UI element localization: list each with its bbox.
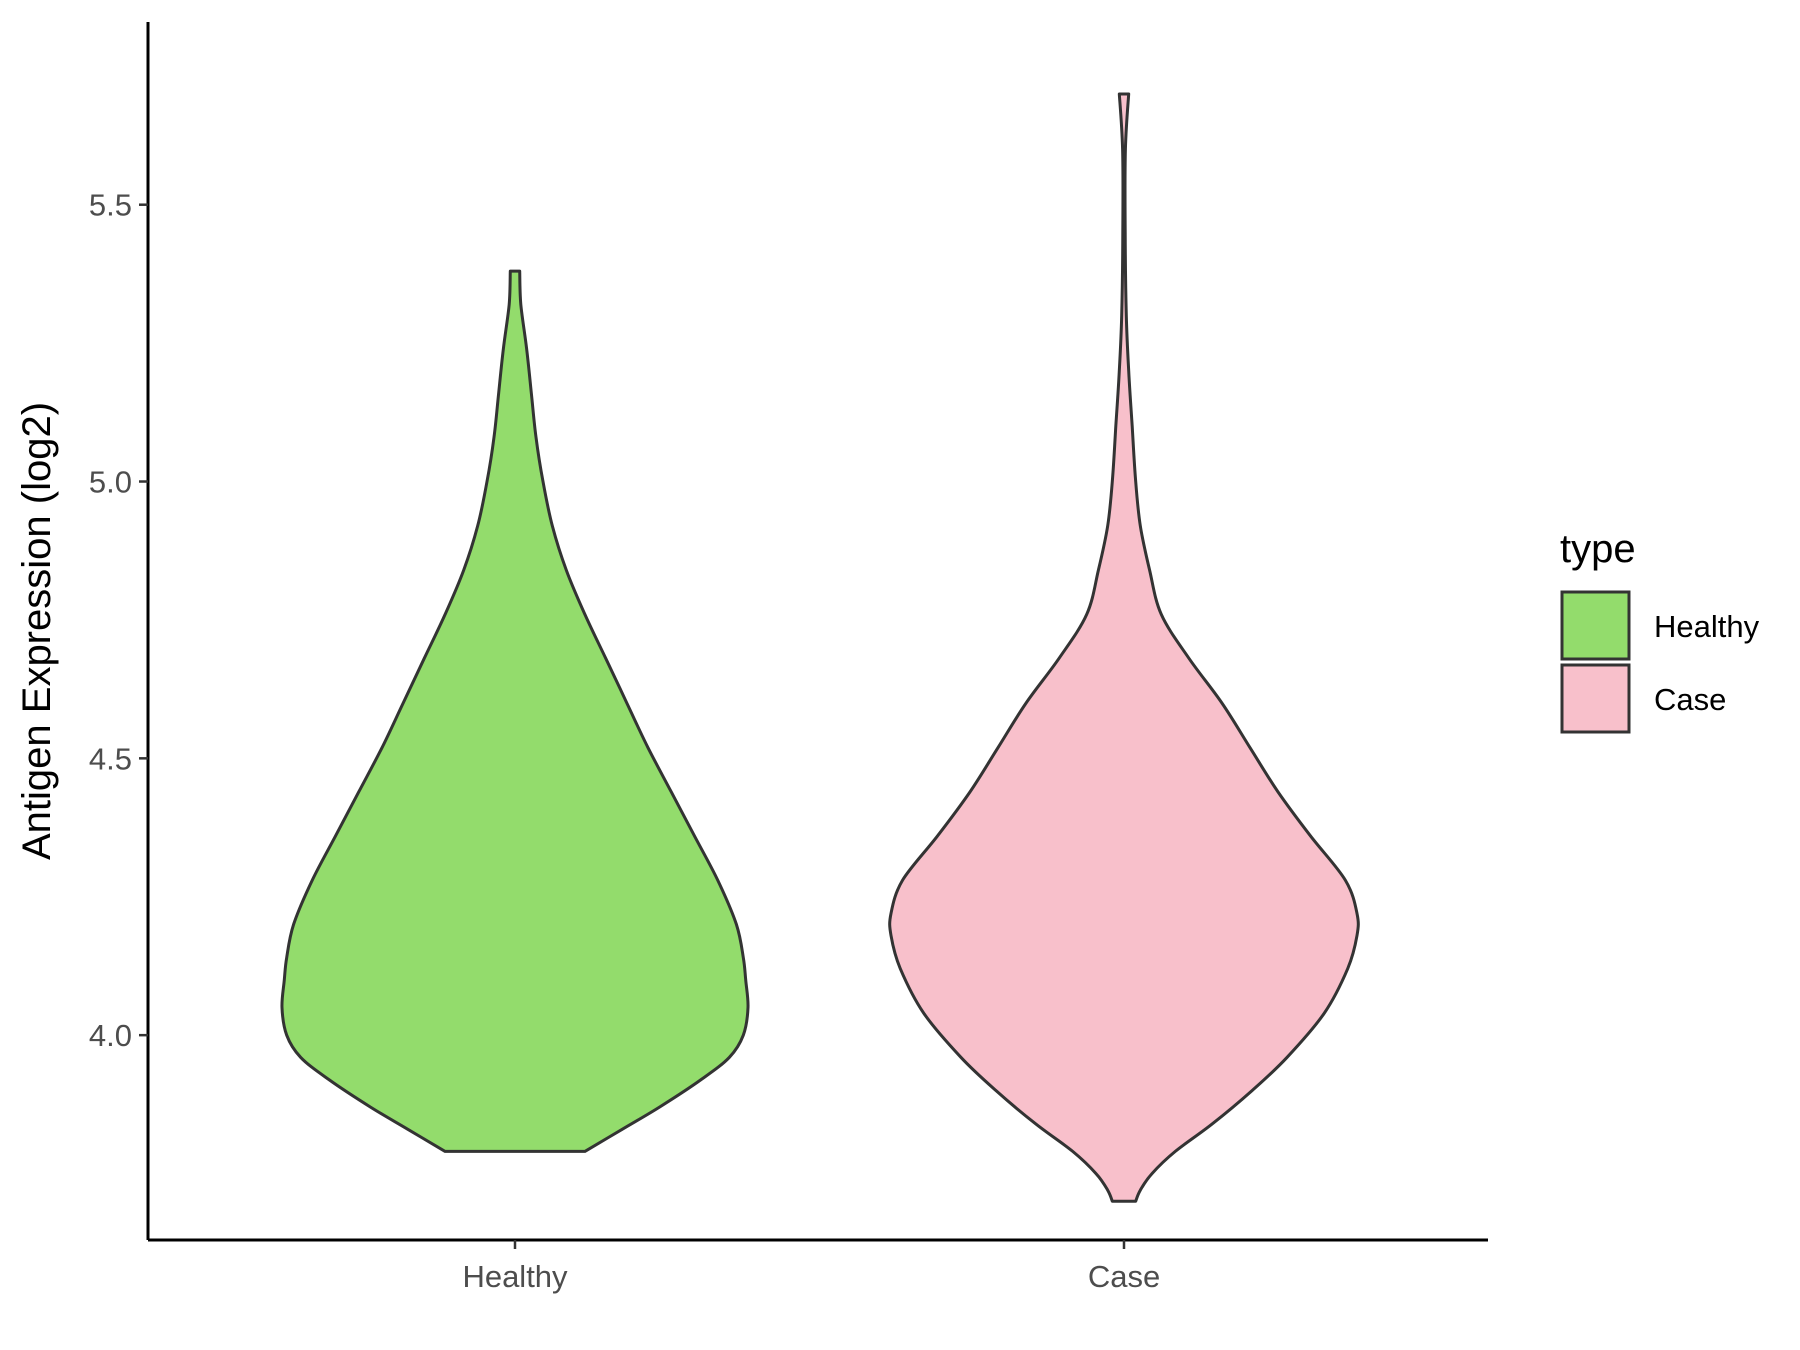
violin-case (888, 92, 1360, 1203)
legend-label-healthy: Healthy (1654, 609, 1760, 644)
legend: type Healthy Case (1560, 527, 1760, 734)
legend-items: Healthy Case (1560, 590, 1760, 734)
y-axis: 4.0 4.5 5.0 5.5 Antigen Expression (log2) (15, 22, 150, 1240)
legend-key-case (1560, 663, 1631, 734)
x-ticks: Healthy Case (462, 1240, 1160, 1294)
y-ticks: 4.0 4.5 5.0 5.5 (89, 188, 148, 1053)
legend-label-case: Case (1654, 682, 1726, 717)
violins-group (280, 92, 1360, 1203)
y-tick-label: 5.0 (89, 465, 132, 500)
y-axis-title: Antigen Expression (log2) (15, 402, 59, 860)
y-tick-label: 4.0 (89, 1018, 132, 1053)
x-tick-label-case: Case (1088, 1259, 1160, 1294)
legend-key-healthy (1560, 590, 1631, 661)
x-tick-label-healthy: Healthy (462, 1259, 568, 1294)
legend-title: type (1560, 527, 1636, 571)
x-axis: Healthy Case (148, 1238, 1488, 1294)
y-tick-label: 5.5 (89, 188, 132, 223)
y-tick-label: 4.5 (89, 741, 132, 776)
violin-healthy (280, 269, 750, 1153)
